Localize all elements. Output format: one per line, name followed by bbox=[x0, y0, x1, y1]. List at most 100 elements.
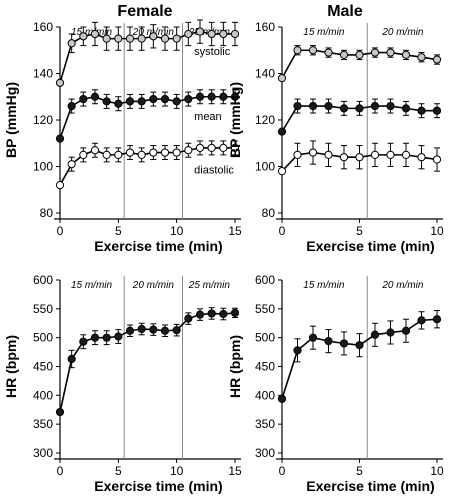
x-tick-label: 0 bbox=[57, 464, 64, 478]
x-tick-label: 5 bbox=[356, 464, 363, 478]
data-point-HR bbox=[114, 332, 123, 341]
data-point-mean bbox=[324, 101, 333, 111]
data-point-mean bbox=[386, 101, 395, 111]
data-point-diastolic bbox=[308, 148, 318, 157]
data-point-diastolic bbox=[339, 153, 349, 162]
speed-label: 20 m/min bbox=[381, 280, 424, 291]
data-point-diastolic bbox=[277, 167, 287, 176]
data-point-HR bbox=[219, 309, 228, 319]
data-point-diastolic bbox=[114, 150, 123, 159]
data-point-diastolic bbox=[195, 143, 205, 152]
x-axis-label: Exercise time (min) bbox=[306, 478, 434, 494]
x-tick-label: 15 bbox=[228, 224, 242, 238]
data-point-HR bbox=[102, 333, 111, 342]
y-tick-label: 350 bbox=[255, 417, 275, 431]
data-point-systolic bbox=[79, 32, 88, 41]
speed-label: 20 m/min bbox=[381, 27, 424, 38]
data-point-diastolic bbox=[90, 146, 100, 155]
data-point-HR bbox=[324, 337, 333, 346]
x-tick-label: 10 bbox=[170, 224, 184, 238]
y-tick-label: 500 bbox=[255, 331, 275, 345]
data-point-diastolic bbox=[417, 153, 426, 162]
y-tick-label: 300 bbox=[255, 446, 275, 460]
data-point-HR bbox=[184, 314, 193, 323]
data-point-diastolic bbox=[55, 181, 65, 190]
data-point-mean bbox=[355, 104, 364, 113]
y-tick-label: 120 bbox=[255, 113, 275, 127]
data-point-mean bbox=[79, 94, 88, 104]
data-point-systolic bbox=[386, 48, 395, 57]
x-tick-label: 5 bbox=[115, 224, 122, 238]
data-point-diastolic bbox=[324, 150, 333, 159]
y-tick-label: 160 bbox=[33, 20, 53, 34]
data-point-mean bbox=[432, 106, 442, 115]
data-point-mean bbox=[370, 101, 380, 111]
data-point-systolic bbox=[137, 34, 146, 43]
data-point-systolic bbox=[417, 53, 426, 62]
data-point-HR bbox=[308, 333, 318, 342]
data-point-systolic bbox=[207, 29, 216, 39]
y-tick-label: 600 bbox=[255, 273, 275, 287]
data-point-systolic bbox=[102, 34, 111, 43]
data-point-mean bbox=[90, 92, 100, 101]
data-point-mean bbox=[55, 134, 65, 143]
data-point-diastolic bbox=[355, 153, 364, 162]
data-point-mean bbox=[137, 97, 146, 106]
data-point-mean bbox=[114, 99, 123, 108]
data-point-systolic bbox=[195, 27, 205, 36]
data-point-mean bbox=[184, 94, 193, 104]
x-tick-label: 5 bbox=[356, 224, 363, 238]
series-line-HR bbox=[59, 312, 236, 413]
y-tick-label: 400 bbox=[255, 388, 275, 402]
data-point-HR bbox=[386, 328, 395, 337]
data-point-HR bbox=[149, 325, 158, 334]
data-point-systolic bbox=[230, 29, 240, 39]
data-point-HR bbox=[277, 394, 287, 403]
data-point-HR bbox=[160, 326, 170, 335]
data-point-HR bbox=[195, 310, 205, 319]
data-point-mean bbox=[125, 97, 135, 106]
data-point-HR bbox=[172, 326, 181, 335]
y-axis-label: BP (mmHg) bbox=[227, 82, 243, 158]
data-point-HR bbox=[55, 407, 65, 417]
data-point-HR bbox=[417, 316, 426, 325]
data-point-mean bbox=[277, 127, 287, 136]
x-tick-label: 15 bbox=[228, 464, 242, 478]
data-point-systolic bbox=[324, 48, 333, 57]
y-tick-label: 160 bbox=[255, 20, 275, 34]
x-tick-label: 0 bbox=[279, 464, 286, 478]
data-point-mean bbox=[219, 92, 228, 101]
data-point-HR bbox=[137, 324, 146, 334]
x-tick-label: 10 bbox=[170, 464, 184, 478]
data-point-systolic bbox=[125, 34, 135, 43]
data-point-diastolic bbox=[219, 143, 228, 152]
y-axis-label: BP (mmHg) bbox=[3, 82, 19, 158]
y-axis-label: HR (bpm) bbox=[227, 335, 243, 398]
x-axis-label: Exercise time (min) bbox=[94, 238, 222, 254]
panel-female-hr: 300 350 400 450 500 550 600 0 5 10 15 Exercise time… bbox=[3, 273, 242, 494]
data-point-mean bbox=[67, 101, 76, 111]
data-point-diastolic bbox=[79, 150, 88, 159]
x-tick-label: 0 bbox=[279, 224, 286, 238]
data-point-mean bbox=[102, 97, 111, 106]
data-point-diastolic bbox=[102, 150, 111, 159]
x-tick-label: 10 bbox=[430, 224, 444, 238]
data-point-diastolic bbox=[125, 148, 135, 157]
data-point-systolic bbox=[172, 34, 181, 43]
data-point-mean bbox=[207, 92, 216, 101]
data-point-diastolic bbox=[149, 148, 158, 157]
data-point-systolic bbox=[293, 46, 302, 55]
data-point-systolic bbox=[432, 55, 442, 64]
series-line-diastolic bbox=[59, 147, 235, 186]
y-tick-label: 80 bbox=[40, 206, 54, 220]
y-tick-label: 300 bbox=[33, 446, 53, 460]
speed-label: 15 m/min bbox=[303, 27, 345, 38]
data-point-HR bbox=[207, 309, 216, 318]
data-point-systolic bbox=[90, 29, 100, 39]
data-point-systolic bbox=[401, 50, 411, 60]
data-point-systolic bbox=[55, 78, 65, 87]
data-point-diastolic bbox=[230, 143, 240, 152]
data-point-HR bbox=[370, 330, 380, 339]
data-point-HR bbox=[125, 326, 135, 335]
data-point-HR bbox=[355, 341, 364, 350]
